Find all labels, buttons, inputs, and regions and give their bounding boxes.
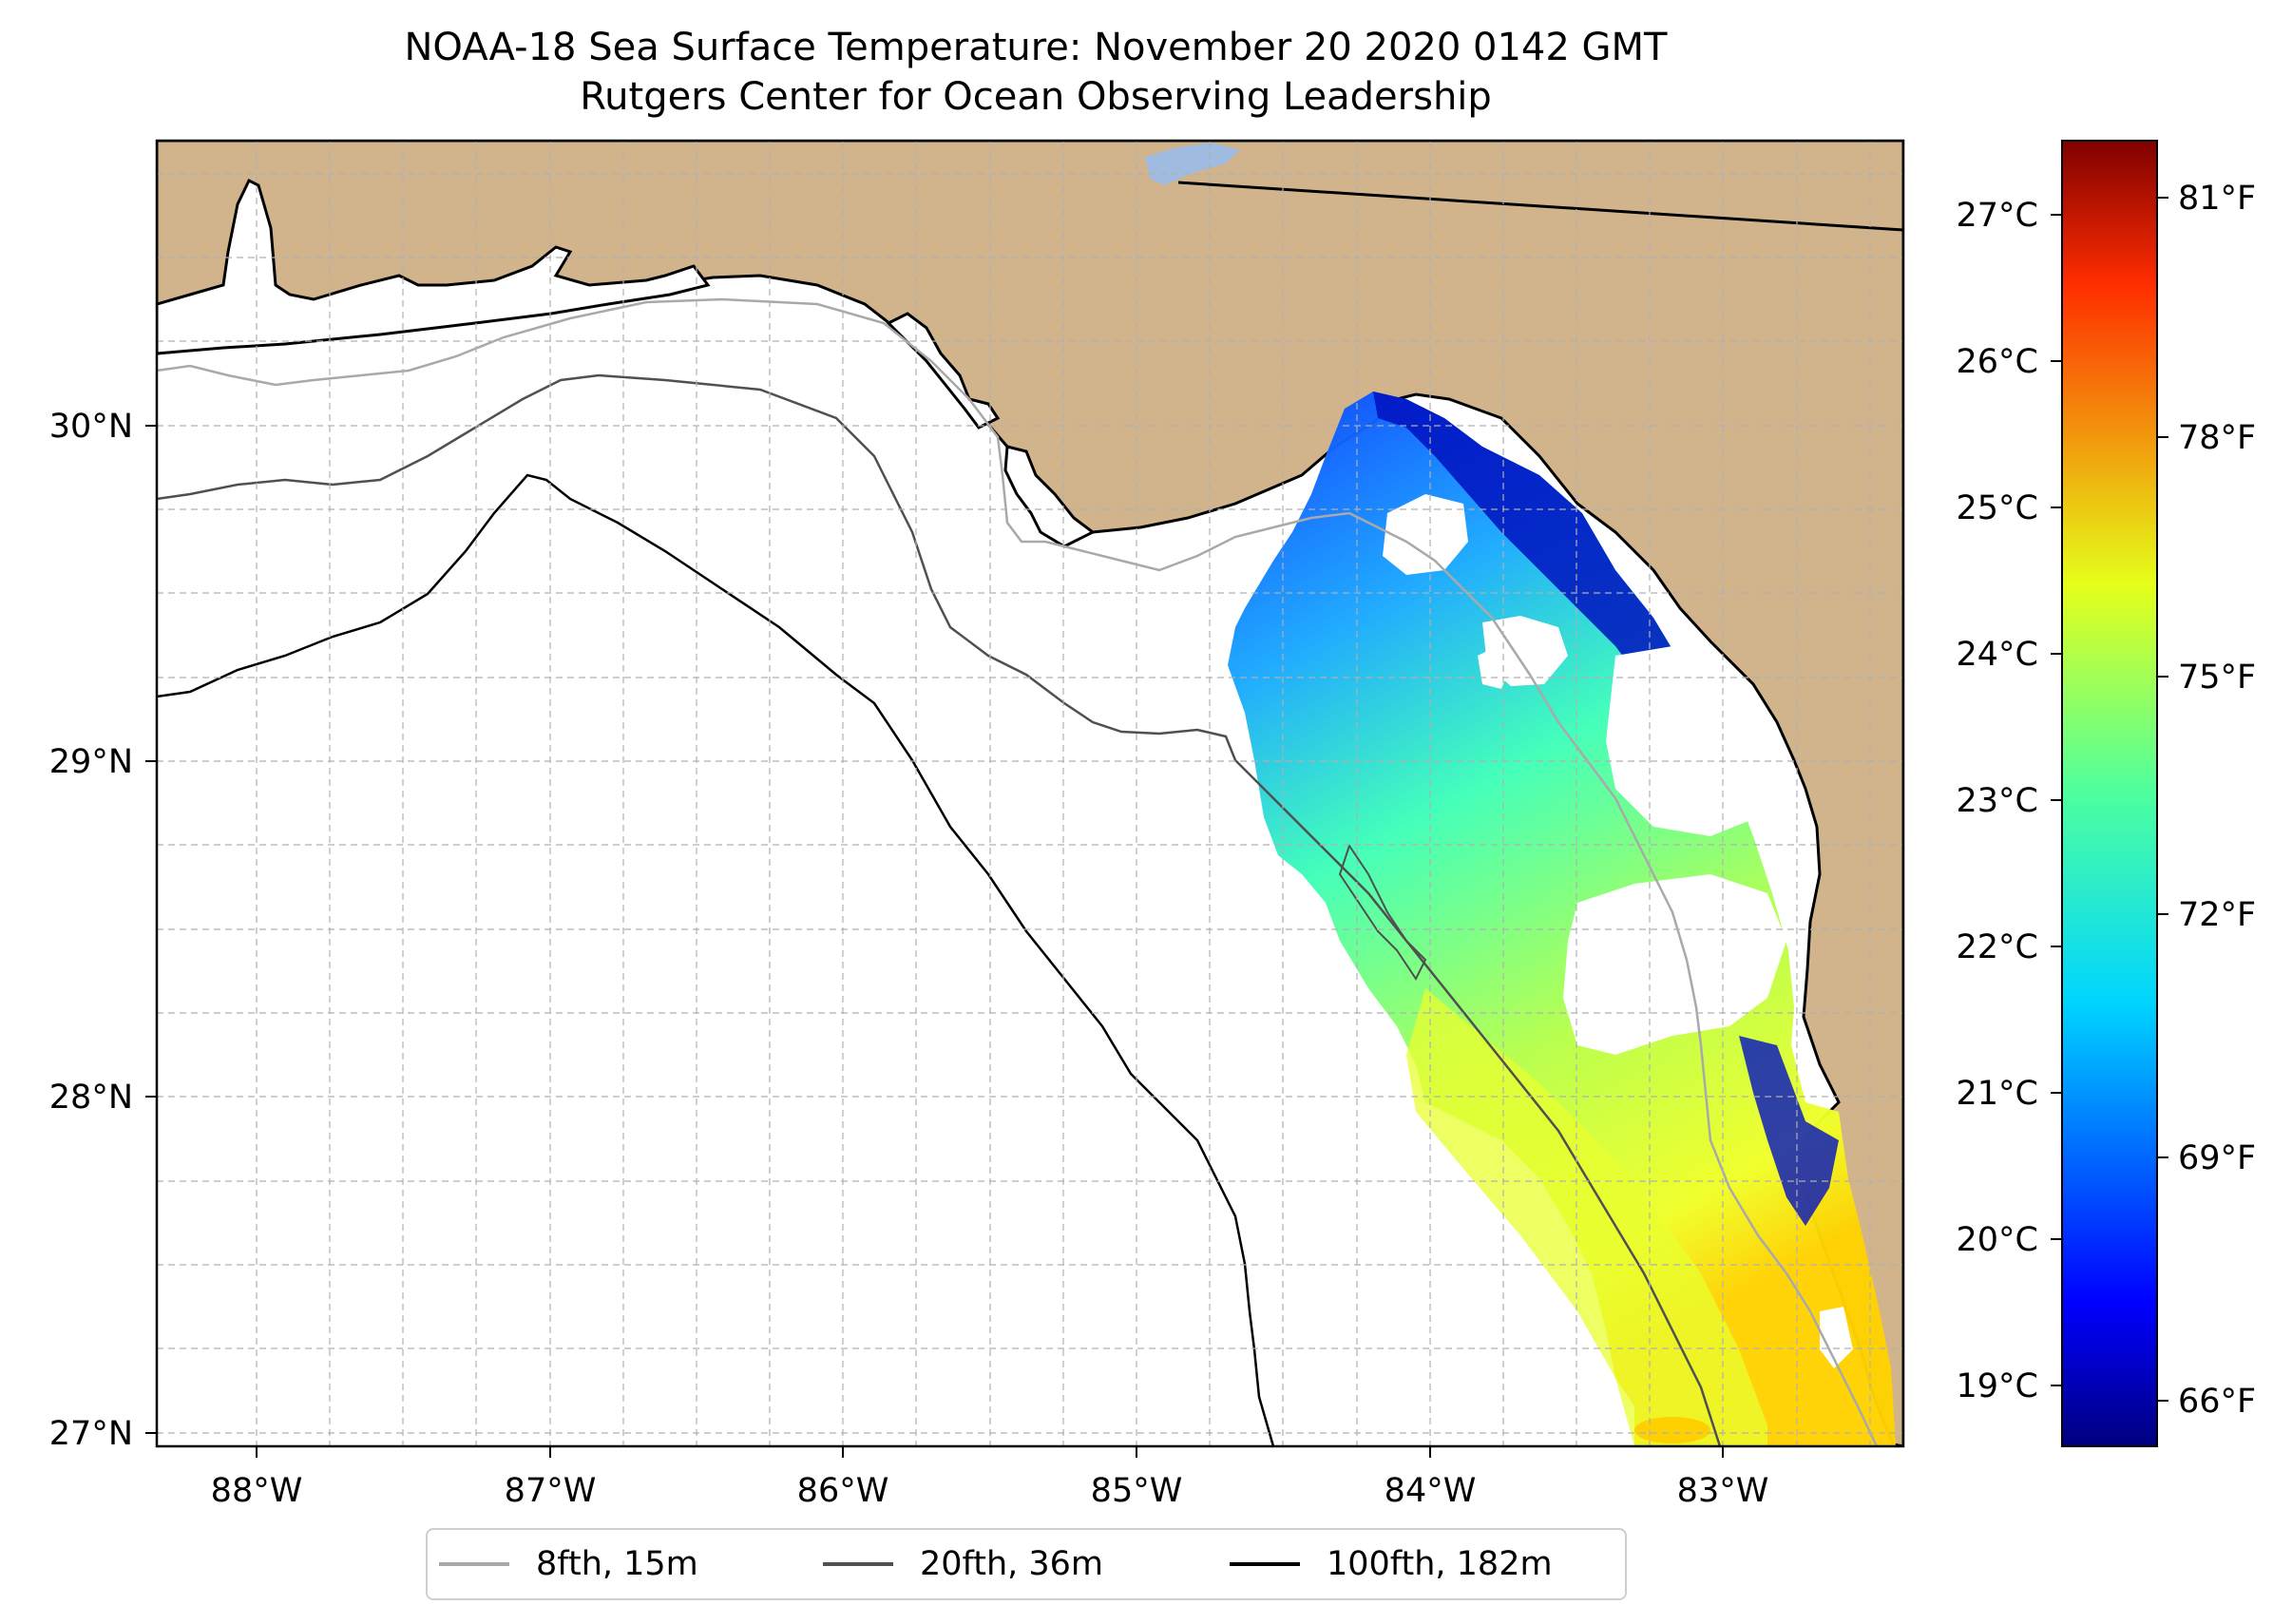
celsius-tick-label: 26°C — [1957, 343, 2038, 381]
x-tick-label: 85°W — [1091, 1472, 1183, 1510]
legend-item: 20fth, 36m — [823, 1530, 1103, 1598]
legend-item: 8fth, 15m — [439, 1530, 698, 1598]
lake-okeechobee-edge — [1145, 143, 1240, 185]
legend-item: 100fth, 182m — [1230, 1530, 1553, 1598]
map-title: NOAA-18 Sea Surface Temperature: Novembe… — [404, 26, 1668, 69]
cloud-gap — [1606, 646, 1767, 836]
sst-swath — [1228, 392, 1896, 1446]
celsius-tick-label: 22°C — [1957, 928, 2038, 966]
celsius-tick-label: 24°C — [1957, 636, 2038, 674]
x-axis — [256, 1446, 1724, 1458]
celsius-tick-label: 25°C — [1957, 489, 2038, 527]
sst-hotspot — [1634, 1417, 1710, 1443]
legend-swatch-100fth — [1230, 1562, 1300, 1566]
colorbar — [2061, 140, 2158, 1447]
x-tick-label: 87°W — [505, 1472, 597, 1510]
fahrenheit-tick-label: 81°F — [2178, 180, 2256, 218]
colorbar-fahrenheit-ticks — [2157, 197, 2168, 1402]
gridlines — [157, 141, 1903, 1446]
x-tick-label: 86°W — [797, 1472, 889, 1510]
legend: 8fth, 15m 20fth, 36m 100fth, 182m — [426, 1528, 1627, 1600]
fahrenheit-tick-label: 66°F — [2178, 1383, 2256, 1421]
colorbar-celsius-ticks — [2051, 214, 2062, 1386]
sst-cold-band — [1373, 392, 1701, 722]
x-tick-label: 88°W — [211, 1472, 303, 1510]
cloud-gap — [1383, 494, 1468, 575]
sst-warm-band — [1406, 988, 1767, 1446]
cloud-gap — [1563, 874, 1786, 1055]
contour-20fth — [157, 373, 1722, 1446]
y-axis — [145, 425, 157, 1434]
celsius-tick-label: 21°C — [1957, 1075, 2038, 1113]
cloud-gap — [1478, 646, 1511, 689]
contour-8fth — [157, 297, 1879, 1446]
y-tick-label: 28°N — [49, 1079, 133, 1117]
fahrenheit-tick-label: 78°F — [2178, 419, 2256, 457]
y-tick-label: 27°N — [49, 1415, 133, 1453]
legend-label: 20fth, 36m — [920, 1545, 1104, 1583]
state-border — [1177, 181, 1903, 232]
x-tick-label: 84°W — [1385, 1472, 1477, 1510]
contour-8fth — [1338, 843, 1427, 981]
map-subtitle: Rutgers Center for Ocean Observing Leade… — [580, 75, 1492, 119]
fahrenheit-tick-label: 69°F — [2178, 1139, 2256, 1177]
bay-water — [886, 312, 1001, 430]
celsius-tick-label: 23°C — [1957, 782, 2038, 820]
bay-water — [157, 178, 711, 355]
legend-label: 8fth, 15m — [536, 1545, 698, 1583]
legend-label: 100fth, 182m — [1327, 1545, 1553, 1583]
y-tick-label: 30°N — [49, 408, 133, 446]
legend-swatch-8fth — [439, 1562, 509, 1566]
sst-cold-band — [1739, 1036, 1839, 1226]
fahrenheit-tick-label: 72°F — [2178, 896, 2256, 934]
celsius-tick-label: 27°C — [1957, 197, 2038, 235]
legend-swatch-20fth — [823, 1562, 893, 1566]
map-frame — [155, 139, 1905, 1448]
cloud-gap — [1820, 1307, 1853, 1368]
y-tick-label: 29°N — [49, 743, 133, 781]
x-tick-label: 83°W — [1677, 1472, 1769, 1510]
contour-100fth — [157, 473, 1275, 1446]
fahrenheit-tick-label: 75°F — [2178, 659, 2256, 697]
celsius-tick-label: 19°C — [1957, 1367, 2038, 1405]
celsius-tick-label: 20°C — [1957, 1221, 2038, 1259]
bay-water — [1003, 445, 1096, 548]
